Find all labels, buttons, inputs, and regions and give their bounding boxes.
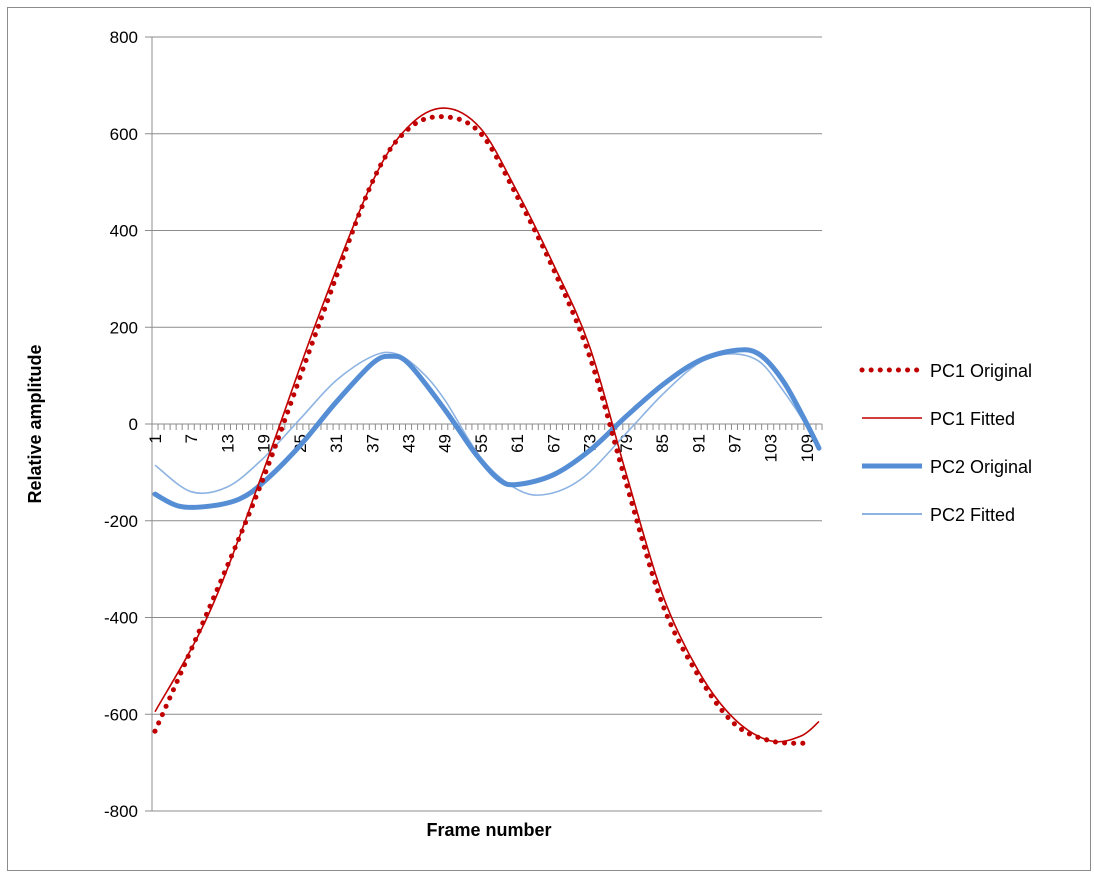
gridlines (145, 36, 823, 812)
legend-label-pc1-fitted: PC1 Fitted (930, 409, 1015, 429)
y-tick-label: -600 (104, 705, 138, 724)
x-tick-label: 67 (544, 434, 563, 453)
series-pc2-original (152, 347, 822, 510)
legend: PC1 Original PC1 Fitted PC2 Original PC2… (859, 361, 1032, 525)
x-tick-label: 1 (146, 434, 165, 443)
y-tick-label: 400 (110, 222, 138, 241)
x-tick-label: 103 (762, 434, 781, 462)
legend-label-pc2-original: PC2 Original (930, 457, 1032, 477)
x-tick-label: 55 (472, 434, 491, 453)
y-axis-title: Relative amplitude (25, 344, 45, 503)
y-axis-ticks: 800 600 400 200 0 -200 -400 -600 -800 (104, 28, 138, 821)
y-tick-label: -800 (104, 802, 138, 821)
series-pc1-fitted (154, 107, 820, 743)
x-tick-label: 7 (182, 434, 201, 443)
chart-frame (7, 7, 1091, 871)
x-tick-label: 31 (327, 434, 346, 453)
x-tick-label: 43 (400, 434, 419, 453)
x-axis-ticks: 1 7 13 19 25 31 37 43 49 55 61 67 73 79 85 91 97 103 109 (146, 434, 817, 462)
y-tick-label: -200 (104, 512, 138, 531)
y-tick-label: 0 (129, 415, 138, 434)
legend-label-pc2-fitted: PC2 Fitted (930, 505, 1015, 525)
y-tick-label: 200 (110, 318, 138, 337)
series-pc1-original (152, 114, 810, 746)
x-tick-label: 109 (798, 434, 817, 462)
legend-label-pc1-original: PC1 Original (930, 361, 1032, 381)
x-tick-label: 97 (725, 434, 744, 453)
y-tick-label: -400 (104, 609, 138, 628)
x-tick-label: 49 (436, 434, 455, 453)
x-tick-label: 37 (363, 434, 382, 453)
x-tick-label: 13 (218, 434, 237, 453)
x-tick-label: 61 (508, 434, 527, 453)
x-tick-label: 19 (255, 434, 274, 453)
y-tick-label: 800 (110, 28, 138, 47)
x-tick-label: 85 (653, 434, 672, 453)
x-axis-title: Frame number (426, 820, 551, 840)
x-tick-label: 91 (689, 434, 708, 453)
series-lines (152, 107, 822, 746)
y-tick-label: 600 (110, 125, 138, 144)
